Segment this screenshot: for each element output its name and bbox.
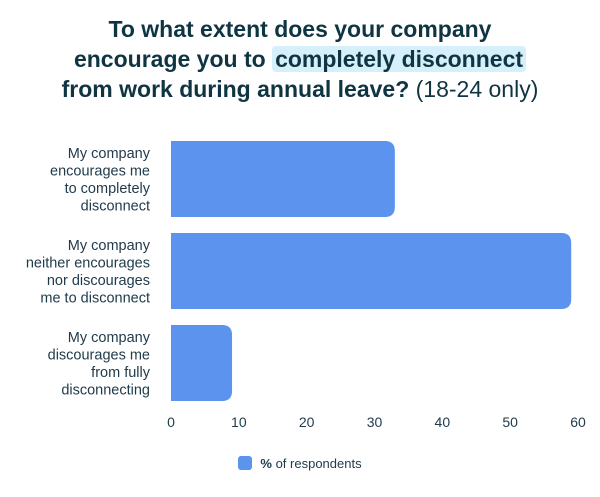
- category-label: to completely: [65, 181, 151, 197]
- legend-symbol: %: [260, 456, 272, 471]
- category-label: encourages me: [50, 163, 150, 179]
- category-label: My company: [68, 146, 151, 162]
- x-tick-label: 40: [435, 414, 451, 430]
- category-label: My company: [68, 238, 151, 254]
- category-label: neither encourages: [26, 255, 150, 271]
- x-tick-label: 10: [231, 414, 247, 430]
- title-line-1: To what extent does your company: [108, 16, 492, 42]
- title-line-3: from work during annual leave? (18-24 on…: [61, 76, 539, 102]
- x-tick-label: 60: [570, 414, 586, 430]
- bar: [171, 233, 572, 309]
- x-tick-label: 30: [367, 414, 383, 430]
- legend-label: of respondents: [275, 456, 362, 471]
- category-label: discourages me: [48, 347, 150, 363]
- title-line-2: encourage you to completely disconnect: [0, 44, 600, 74]
- bar: [171, 325, 233, 401]
- title-highlight: completely disconnect: [272, 46, 527, 72]
- x-tick-label: 0: [167, 414, 175, 430]
- legend: % of respondents: [0, 456, 600, 471]
- legend-swatch: [238, 456, 253, 470]
- x-tick-label: 50: [502, 414, 518, 430]
- category-label: disconnect: [81, 198, 150, 214]
- chart-title: To what extent does your company encoura…: [0, 14, 600, 104]
- category-label: disconnecting: [61, 382, 150, 398]
- category-label: from fully: [91, 365, 151, 381]
- bar: [171, 141, 395, 217]
- title-note: (18-24 only): [415, 76, 539, 102]
- x-tick-label: 20: [299, 414, 315, 430]
- category-label: nor discourages: [47, 273, 150, 289]
- category-label: My company: [68, 330, 151, 346]
- category-label: me to disconnect: [40, 290, 150, 306]
